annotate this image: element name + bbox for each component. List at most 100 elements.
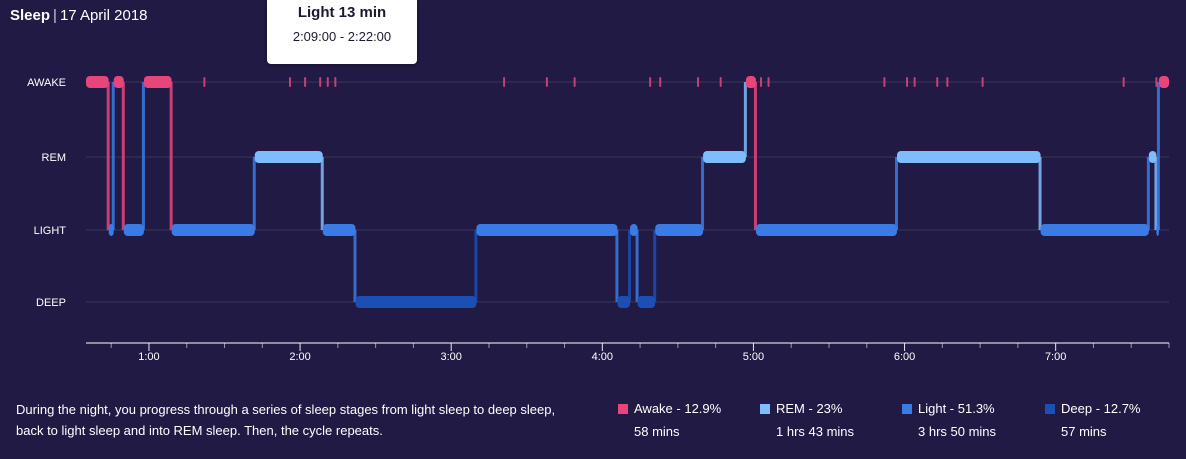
awakening-mark bbox=[319, 77, 322, 87]
stage-segments bbox=[86, 76, 1169, 308]
awakening-mark bbox=[573, 77, 576, 87]
time-tick-label: 3:00 bbox=[440, 351, 461, 363]
legend-light: Light - 51.3% 3 hrs 50 mins bbox=[902, 401, 996, 439]
stage-segment-awake[interactable] bbox=[86, 76, 109, 88]
time-tick-label: 4:00 bbox=[592, 351, 613, 363]
awakening-mark bbox=[203, 77, 206, 87]
stage-segment-rem[interactable] bbox=[703, 151, 746, 163]
stage-transition bbox=[1146, 157, 1150, 230]
awakening-mark bbox=[649, 77, 652, 87]
legend-deep-label: Deep - 12.7% bbox=[1061, 401, 1141, 416]
stage-segment-deep[interactable] bbox=[355, 296, 477, 308]
chart-description: During the night, you progress through a… bbox=[16, 402, 556, 438]
title-separator: | bbox=[53, 7, 57, 24]
stage-transition bbox=[320, 157, 324, 230]
awakening-mark bbox=[659, 77, 662, 87]
awakening-mark bbox=[913, 77, 916, 87]
stage-segment-deep[interactable] bbox=[617, 296, 631, 308]
brief-awakening-marks bbox=[158, 77, 1158, 87]
legend-deep-duration: 57 mins bbox=[1061, 424, 1107, 439]
stage-segment-light[interactable] bbox=[1040, 224, 1149, 236]
awakening-mark bbox=[304, 77, 307, 87]
stage-transition bbox=[474, 230, 478, 302]
stage-transition bbox=[653, 230, 657, 302]
stage-segment-awake[interactable] bbox=[745, 76, 756, 88]
awakening-mark bbox=[946, 77, 949, 87]
stage-transition bbox=[1154, 157, 1158, 230]
level-label-rem: REM bbox=[42, 152, 66, 164]
stage-segment-rem[interactable] bbox=[254, 151, 323, 163]
time-tick-label: 1:00 bbox=[138, 351, 159, 363]
level-label-deep: DEEP bbox=[36, 297, 66, 309]
time-tick-label: 7:00 bbox=[1045, 351, 1066, 363]
stage-segment-awake[interactable] bbox=[143, 76, 172, 88]
legend-rem-duration: 1 hrs 43 mins bbox=[776, 424, 855, 439]
awakening-mark bbox=[545, 77, 548, 87]
light-swatch bbox=[902, 404, 912, 414]
stage-segment-light[interactable] bbox=[476, 224, 618, 236]
awakening-mark bbox=[158, 77, 161, 87]
awakening-mark bbox=[289, 77, 292, 87]
stage-segment-rem[interactable] bbox=[896, 151, 1041, 163]
awakening-mark bbox=[1155, 77, 1158, 87]
stage-transition bbox=[701, 157, 705, 230]
legend-awake-duration: 58 mins bbox=[634, 424, 680, 439]
stage-segment-light[interactable] bbox=[755, 224, 897, 236]
page-title: Sleep bbox=[10, 7, 51, 24]
stage-transition bbox=[141, 82, 145, 230]
stage-transition bbox=[894, 157, 898, 230]
awakening-mark bbox=[719, 77, 722, 87]
stage-segment-awake[interactable] bbox=[1158, 76, 1169, 88]
stage-transition bbox=[1156, 82, 1160, 230]
tooltip-time-range: 2:09:00 - 2:22:00 bbox=[292, 29, 392, 44]
stage-transition bbox=[106, 82, 110, 230]
stage-level-labels: AWAKE REM LIGHT DEEP bbox=[27, 77, 66, 309]
legend-awake: Awake - 12.9% 58 mins bbox=[618, 401, 721, 439]
legend-light-label: Light - 51.3% bbox=[918, 401, 995, 416]
awakening-mark bbox=[1122, 77, 1125, 87]
time-tick-label: 6:00 bbox=[894, 351, 915, 363]
time-tick-label: 5:00 bbox=[743, 351, 764, 363]
stage-segment-light[interactable] bbox=[123, 224, 144, 236]
stage-transition bbox=[169, 82, 173, 230]
awakening-mark bbox=[936, 77, 939, 87]
deep-swatch bbox=[1045, 404, 1055, 414]
awake-swatch bbox=[618, 404, 628, 414]
stage-transition bbox=[615, 230, 619, 302]
sleep-stage-chart[interactable]: AWAKE REM LIGHT DEEP 1:00 2:00 3:00 4:00 5:00 6:… bbox=[0, 0, 1186, 380]
segment-tooltip: Light 13 min 2:09:00 - 2:22:00 bbox=[267, 0, 417, 64]
legend-rem: REM - 23% 1 hrs 43 mins bbox=[760, 401, 854, 439]
rem-swatch bbox=[760, 404, 770, 414]
stage-transition bbox=[743, 82, 747, 157]
stage-segment-light[interactable] bbox=[655, 224, 704, 236]
level-label-awake: AWAKE bbox=[27, 77, 66, 89]
stage-transition bbox=[628, 230, 632, 302]
awakening-mark bbox=[503, 77, 506, 87]
awakening-mark bbox=[981, 77, 984, 87]
awakening-mark bbox=[767, 77, 770, 87]
stage-gridlines bbox=[86, 81, 1169, 303]
stage-transition bbox=[753, 82, 757, 230]
stage-segment-awake[interactable] bbox=[113, 76, 124, 88]
stage-transition bbox=[635, 230, 639, 302]
chart-header: Sleep | 17 April 2018 bbox=[10, 7, 148, 24]
stage-transition bbox=[1038, 157, 1042, 230]
awakening-mark bbox=[697, 77, 700, 87]
stage-transition bbox=[111, 82, 115, 230]
awakening-mark bbox=[334, 77, 337, 87]
awakening-mark bbox=[326, 77, 329, 87]
sleep-date: 17 April 2018 bbox=[59, 7, 148, 24]
level-label-light: LIGHT bbox=[34, 225, 67, 237]
legend-deep: Deep - 12.7% 57 mins bbox=[1045, 401, 1141, 439]
legend-awake-label: Awake - 12.9% bbox=[634, 401, 722, 416]
awakening-mark bbox=[759, 77, 762, 87]
stage-segment-light[interactable] bbox=[171, 224, 255, 236]
stage-transition bbox=[121, 82, 125, 230]
stage-segment-deep[interactable] bbox=[637, 296, 656, 308]
stage-transition bbox=[353, 230, 357, 302]
stage-segment-light[interactable] bbox=[322, 224, 356, 236]
legend-rem-label: REM - 23% bbox=[776, 401, 843, 416]
time-axis: 1:00 2:00 3:00 4:00 5:00 6:00 7:00 bbox=[86, 342, 1170, 363]
legend-light-duration: 3 hrs 50 mins bbox=[918, 424, 997, 439]
time-tick-label: 2:00 bbox=[289, 351, 310, 363]
